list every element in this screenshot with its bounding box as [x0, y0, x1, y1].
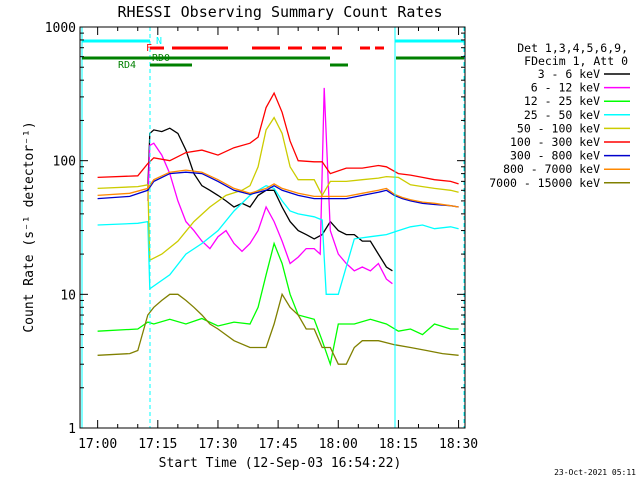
status-bar-label-rd4: RD4	[118, 60, 136, 71]
x-tick-label-6: 18:30	[439, 437, 478, 452]
series-line-8	[97, 292, 459, 365]
y-tick-label-1: 10	[60, 288, 76, 303]
y-tick-label-0: 1	[68, 422, 76, 437]
legend-header-0: Det 1,3,4,5,6,9,	[517, 41, 628, 55]
legend-label-2: 12 - 25 keV	[524, 94, 600, 108]
legend-label-3: 25 - 50 keV	[524, 108, 600, 122]
series-layer	[81, 27, 465, 428]
series-line-5	[97, 91, 459, 185]
legend-header-1: FDecim 1, Att 0	[524, 54, 628, 68]
y-tick-label-2: 100	[53, 155, 76, 170]
status-bar-label-n: N	[156, 36, 162, 47]
legend-label-4: 50 - 100 keV	[517, 121, 600, 135]
x-tick-label-0: 17:00	[78, 437, 117, 452]
series-line-0	[147, 127, 393, 272]
plot-frame	[79, 26, 466, 429]
legend-label-1: 6 - 12 keV	[531, 81, 600, 95]
x-tick-label-3: 17:45	[259, 437, 298, 452]
series-line-4	[97, 116, 459, 262]
legend-label-0: 3 - 6 keV	[538, 67, 600, 81]
series-line-7	[97, 169, 459, 208]
x-tick-label-4: 18:00	[319, 437, 358, 452]
y-axis-label: Count Rate (s⁻¹ detector⁻¹)	[22, 121, 37, 332]
x-tick-label-2: 17:30	[198, 437, 237, 452]
x-axis-label: Start Time (12-Sep-03 16:54:22)	[159, 456, 402, 471]
series-line-1	[147, 87, 393, 285]
x-tick-label-1: 17:15	[138, 437, 177, 452]
footer-date: 23-Oct-2021 05:11	[554, 468, 636, 477]
series-line-3	[97, 184, 459, 295]
legend-label-6: 300 - 800 keV	[510, 149, 600, 163]
chart-title: RHESSI Observing Summary Count Rates	[117, 3, 442, 21]
y-axis: 1 10 100 1000	[45, 21, 465, 437]
series-line-6	[97, 171, 459, 208]
status-bar-label-f: F	[146, 43, 152, 54]
x-tick-label-5: 18:15	[379, 437, 418, 452]
legend-label-8: 7000 - 15000 keV	[489, 176, 600, 190]
legend-label-7: 800 - 7000 keV	[503, 162, 600, 176]
series-line-2	[97, 241, 459, 367]
x-axis: 17:00 17:15 17:30 17:45 18:00 18:15 18:30	[78, 27, 478, 452]
legend-label-5: 100 - 300 keV	[510, 135, 600, 149]
y-tick-label-3: 1000	[45, 21, 76, 36]
status-bar-label-rd0: RD0	[152, 53, 170, 64]
legend: Det 1,3,4,5,6,9,FDecim 1, Att 03 - 6 keV…	[489, 41, 630, 190]
